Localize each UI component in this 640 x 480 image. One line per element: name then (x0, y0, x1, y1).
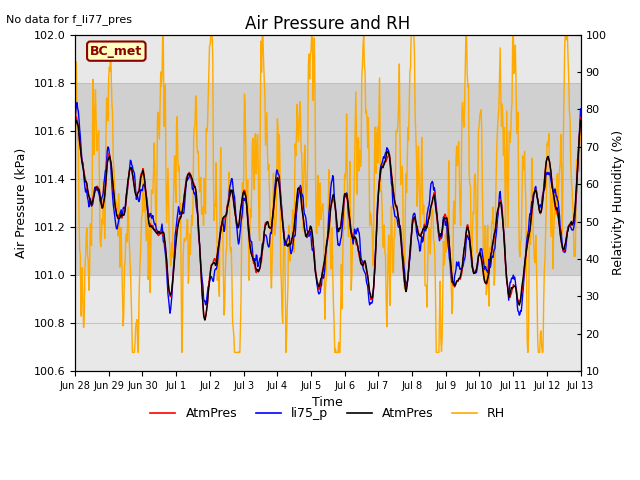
Title: Air Pressure and RH: Air Pressure and RH (245, 15, 410, 33)
Bar (75, 83, 580, 275)
Y-axis label: Relativity Humidity (%): Relativity Humidity (%) (612, 130, 625, 276)
Text: No data for f_li77_pres: No data for f_li77_pres (6, 14, 132, 25)
Legend: AtmPres, li75_p, AtmPres, RH: AtmPres, li75_p, AtmPres, RH (145, 402, 510, 425)
Text: BC_met: BC_met (90, 45, 143, 58)
Y-axis label: Air Pressure (kPa): Air Pressure (kPa) (15, 148, 28, 258)
X-axis label: Time: Time (312, 396, 343, 409)
